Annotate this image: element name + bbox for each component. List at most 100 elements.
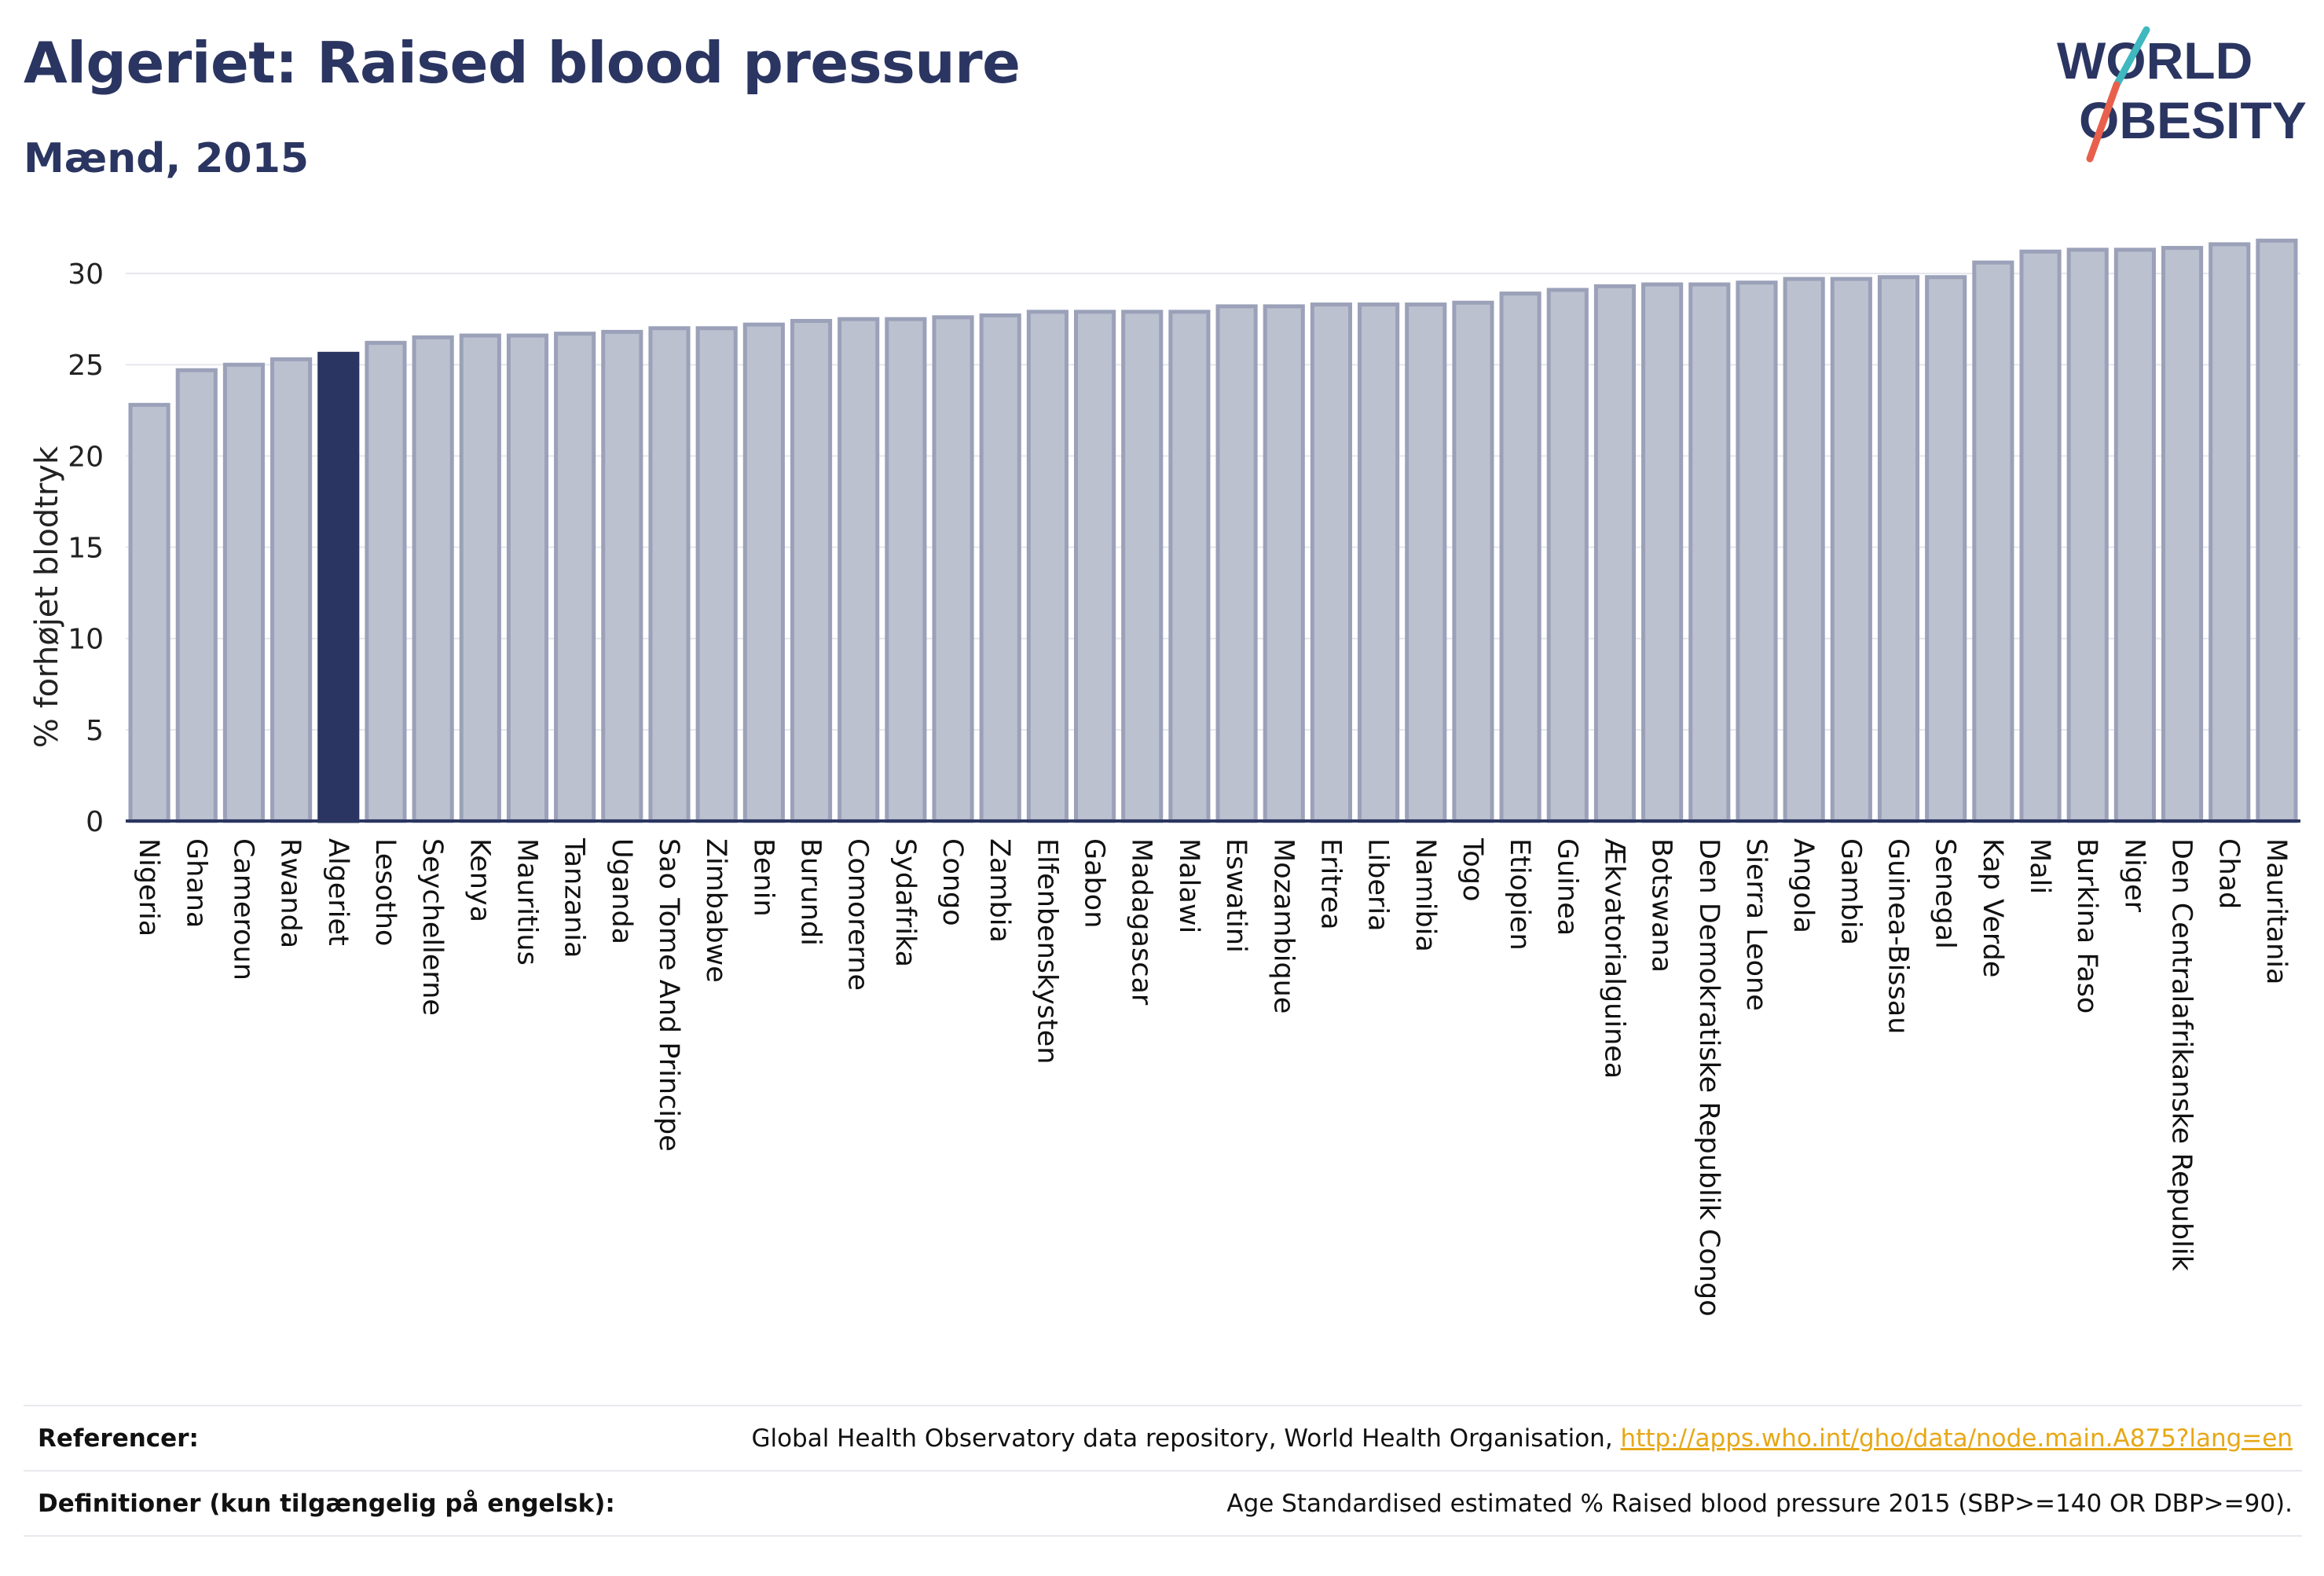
bar-guinea-bissau [1877,275,1920,823]
x-tick-label: Congo [937,838,968,926]
bar-congo [932,315,974,823]
x-tick-label: Kap Verde [1977,838,2008,977]
bar-burkina-faso [2066,247,2109,823]
bar-malawi [1168,310,1211,823]
y-tick-label: 30 [68,258,104,291]
x-tick-label: Gabon [1079,838,1110,928]
x-tick-label: Burkina Faso [2071,838,2102,1013]
references-link[interactable]: http://apps.who.int/gho/data/node.main.A… [1620,1424,2293,1453]
bar-den-demokratiske-republik-congo [1688,282,1731,823]
x-tick-label: Eritrea [1314,838,1346,930]
x-tick-label: Sierra Leone [1740,838,1772,1011]
x-tick-label: Zimbabwe [700,838,731,983]
bar-senegal [1925,275,1967,823]
bar-rwanda [270,357,313,823]
world-obesity-logo: WORLD OBESITY [2057,26,2307,163]
x-tick-label: Mali [2024,838,2055,894]
chart-subtitle: Mænd, 2015 [24,135,310,182]
x-tick-label: Burundi [795,838,827,946]
x-tick-label: Malawi [1173,838,1204,933]
y-tick-label: 10 [68,624,104,656]
x-tick-label: Seychellerne [416,838,448,1016]
chart-title: Algeriet: Raised blood pressure [24,30,1021,96]
bar-mauritius [506,333,549,823]
x-tick-label: Mozambique [1267,838,1299,1013]
logo-word-2: OBESITY [2079,91,2307,149]
x-tick-label: Algeriet [322,838,354,946]
bar-elfenbenskysten [1026,310,1069,823]
x-tick-label: Sydafrika [889,838,921,967]
x-tick-label: Sao Tome And Principe [653,838,684,1152]
x-tick-label: Etiopien [1504,838,1535,951]
bar-gambia [1830,277,1872,823]
x-tick-label: Ghana [180,838,211,928]
references-label: Referencer: [38,1424,199,1453]
x-tick-label: Nigeria [133,838,164,936]
x-tick-label: Cameroun [227,838,258,980]
bar-sao-tome-and-principe [648,326,691,823]
x-tick-label: Guinea [1551,838,1582,936]
x-tick-label: Den Demokratiske Republik Congo [1693,838,1725,1317]
x-tick-label: Guinea-Bissau [1882,838,1914,1034]
bar-zambia [979,313,1021,823]
x-tick-label: Benin [747,838,779,917]
bar-sydafrika [885,317,927,823]
bar-burundi [790,318,833,823]
bar-nigeria [128,402,170,823]
x-tick-label: Gambia [1835,838,1866,945]
x-tick-label: Namibia [1409,838,1441,952]
definitions-value: Age Standardised estimated % Raised bloo… [1226,1490,2293,1518]
x-tick-label: Chad [2213,838,2245,909]
x-tick-label: Mauritius [511,838,542,966]
bar-chart: 0 5 10 15 20 25 30 Nigeria Ghana Cameroun Rwanda Al… [68,238,2300,1317]
bar-sierra-leone [1736,280,1778,823]
bar-madagascar [1121,310,1164,823]
x-tick-label: Zambia [984,838,1015,943]
y-tick-label: 25 [68,350,104,382]
y-tick-label: 15 [68,533,104,565]
bar-benin [742,322,785,823]
x-tick-label: Uganda [606,838,637,944]
bar-etiopien [1499,291,1541,823]
bar-liberia [1358,302,1400,823]
bar-angola [1783,277,1825,823]
footer-divider-middle [24,1470,2302,1472]
bar-botswana [1641,282,1684,823]
footer-divider-top [24,1405,2302,1406]
logo-slash-red [2086,81,2121,163]
footer-divider-bottom [24,1535,2302,1537]
bar-uganda [601,329,643,823]
bar-namibia [1405,302,1447,823]
x-tick-label: Liberia [1362,838,1394,932]
y-tick-label: 20 [68,441,104,473]
bar-guinea [1546,288,1589,823]
bar-eritrea [1310,302,1353,823]
bar-ækvatorialguinea [1593,284,1637,823]
x-tick-label: Elfenbenskysten [1031,838,1062,1064]
x-tick-label: Rwanda [275,838,306,948]
x-tick-label: Ækvatorialguinea [1598,838,1629,1079]
bar-seychellerne [412,335,454,823]
bar-mauritania [2256,238,2298,823]
x-tick-label: Togo [1457,837,1488,901]
bar-den-centralafrikanske-republik [2161,246,2204,823]
bar-tanzania [554,332,596,823]
bar-niger [2113,247,2156,823]
x-tick-label: Senegal [1930,838,1961,949]
bar-togo [1452,300,1494,823]
x-tick-label: Madagascar [1126,838,1157,1006]
footer-references-row: Referencer: Global Health Observatory da… [38,1424,2293,1472]
bar-cameroun [222,362,266,823]
bar-ghana [175,368,218,823]
bar-comorerne [838,317,880,823]
x-tick-label: Botswana [1646,838,1677,973]
footer-definitions-row: Definitioner (kun tilgængelig på engelsk… [38,1490,2293,1537]
bar-kap-verde [1972,260,2014,823]
x-tick-label: Angola [1787,838,1819,933]
bar-lesotho [365,340,407,823]
bar-mali [2019,249,2062,823]
logo-word-1: WORLD [2057,31,2253,90]
x-tick-label: Lesotho [369,838,401,946]
references-value: Global Health Observatory data repositor… [751,1424,2293,1453]
definitions-label: Definitioner (kun tilgængelig på engelsk… [38,1490,615,1518]
